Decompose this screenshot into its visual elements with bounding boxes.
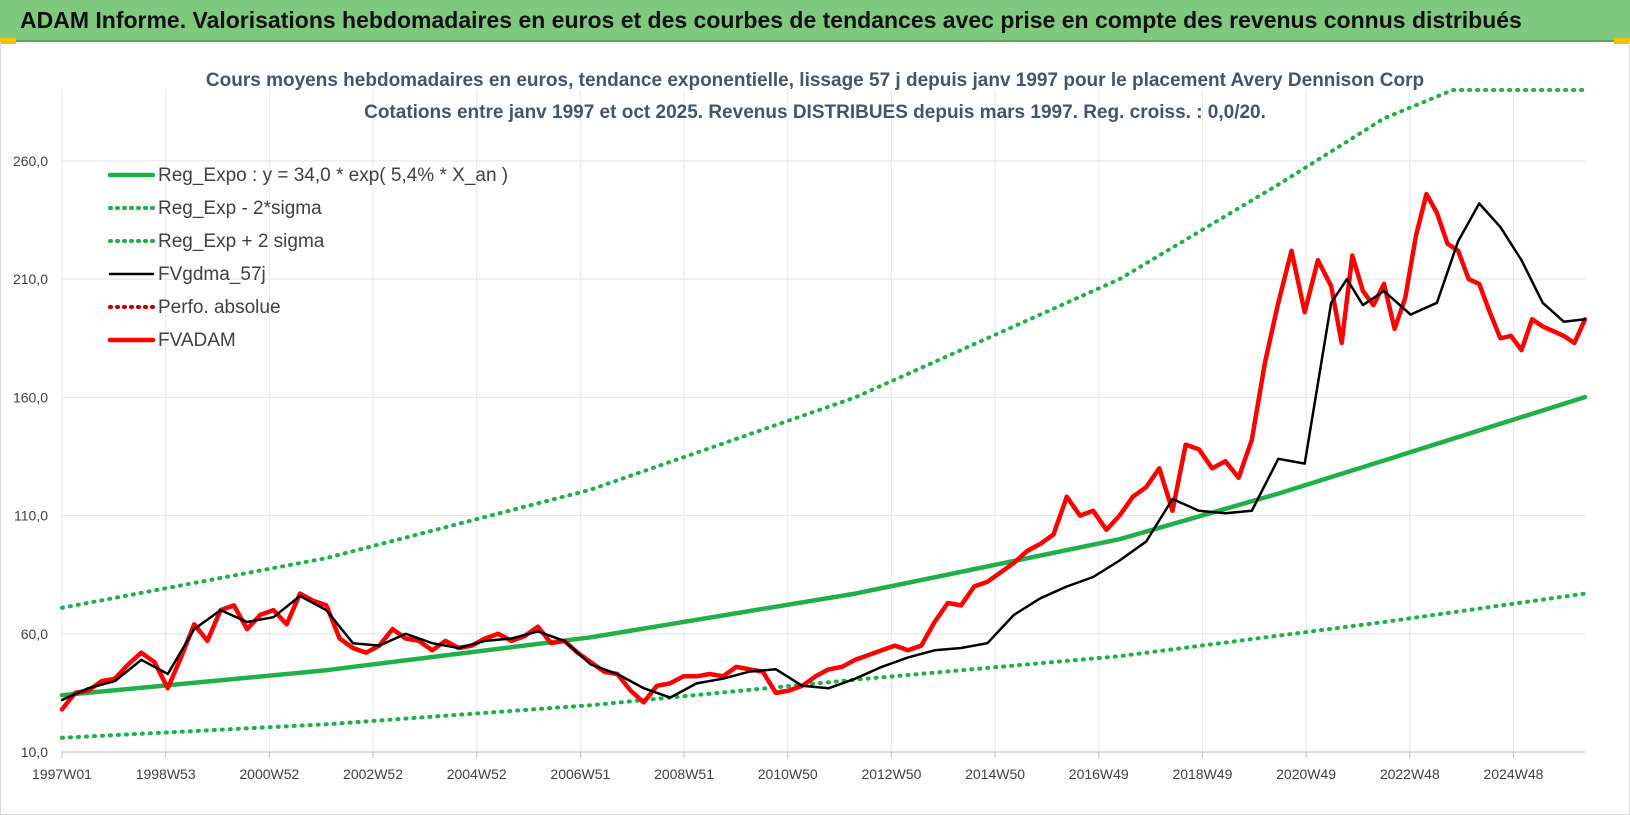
- legend-label: FVgdma_57j: [158, 264, 266, 285]
- y-tick-label: 210,0: [13, 271, 48, 287]
- legend-label: Reg_Expo : y = 34,0 * exp( 5,4% * X_an ): [158, 165, 508, 186]
- x-tick-label: 2002W52: [343, 766, 403, 782]
- y-tick-label: 60,0: [21, 626, 48, 642]
- series-line-2: [60, 88, 1587, 610]
- x-tick-label: 2024W48: [1483, 766, 1543, 782]
- x-tick-label: 2020W49: [1276, 766, 1336, 782]
- corner-mark-left: [0, 38, 16, 44]
- x-tick-label: 2008W51: [654, 766, 714, 782]
- chart-title: Cours moyens hebdomadaires en euros, ten…: [206, 70, 1424, 91]
- corner-mark-right: [1614, 38, 1630, 44]
- x-tick-label: 2004W52: [447, 766, 507, 782]
- x-tick-label: 1997W01: [32, 766, 92, 782]
- report-banner: ADAM Informe. Valorisations hebdomadaire…: [0, 0, 1630, 42]
- x-tick-label: 1998W53: [136, 766, 196, 782]
- x-tick-label: 2010W50: [758, 766, 818, 782]
- series-line-3: [60, 202, 1587, 702]
- x-tick-label: 2014W50: [965, 766, 1025, 782]
- grid-lines: [61, 90, 1585, 753]
- legend: Reg_Expo : y = 34,0 * exp( 5,4% * X_an )…: [107, 165, 508, 351]
- x-axis-ticks: 1997W01 1998W53 2000W52 2002W52 2004W52 2006W…: [32, 752, 1544, 782]
- y-tick-label: 260,0: [13, 153, 48, 169]
- x-tick-label: 2022W48: [1380, 766, 1440, 782]
- legend-label: FVADAM: [158, 330, 236, 351]
- x-tick-label: 2006W51: [550, 766, 610, 782]
- chart-subtitle: Cotations entre janv 1997 et oct 2025. R…: [364, 102, 1266, 123]
- x-tick-label: 2012W50: [861, 766, 921, 782]
- y-tick-label: 160,0: [13, 389, 48, 405]
- series-lines: [59, 88, 1588, 740]
- series-line-5: [59, 191, 1588, 712]
- x-tick-label: 2016W49: [1069, 766, 1129, 782]
- y-tick-label: 110,0: [14, 508, 48, 524]
- series-line-1: [60, 591, 1587, 740]
- legend-label: Perfo. absolue: [158, 297, 281, 318]
- y-axis-ticks: 10,0 60,0 110,0 160,0 210,0 260,0: [13, 153, 48, 760]
- report-title: ADAM Informe. Valorisations hebdomadaire…: [20, 7, 1522, 33]
- legend-label: Reg_Exp + 2 sigma: [158, 231, 325, 252]
- series-line-0: [59, 394, 1588, 698]
- x-tick-label: 2018W49: [1172, 766, 1232, 782]
- y-tick-label: 10,0: [21, 744, 48, 760]
- legend-label: Reg_Exp - 2*sigma: [158, 198, 322, 219]
- x-tick-label: 2000W52: [239, 766, 299, 782]
